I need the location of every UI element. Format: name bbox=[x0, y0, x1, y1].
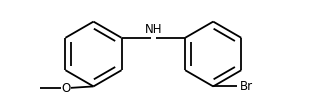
Text: O: O bbox=[61, 82, 71, 94]
Text: NH: NH bbox=[145, 23, 162, 36]
Text: Br: Br bbox=[240, 80, 253, 93]
